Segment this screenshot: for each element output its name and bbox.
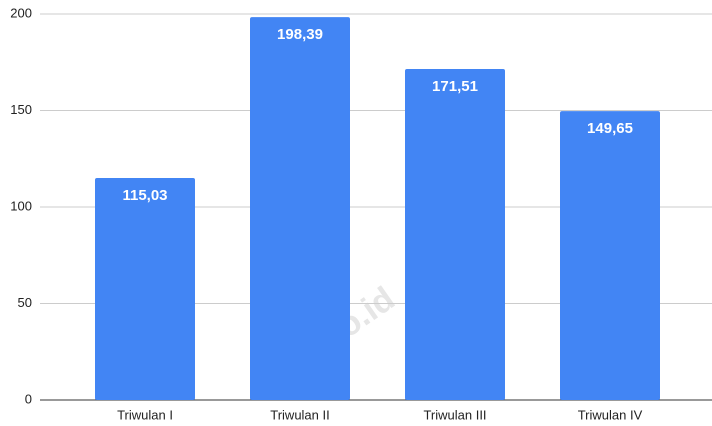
value-label: 149,65 — [587, 120, 633, 137]
bar — [405, 68, 505, 400]
y-tick-label: 200 — [10, 5, 32, 20]
y-tick-label: 100 — [10, 198, 32, 213]
x-tick-label: Triwulan IV — [578, 407, 643, 422]
y-tick-label: 0 — [25, 391, 32, 406]
x-tick-label: Triwulan II — [270, 407, 329, 422]
x-tick-label: Triwulan III — [423, 407, 486, 422]
bar — [250, 17, 350, 400]
x-tick-label: Triwulan I — [117, 407, 173, 422]
bar — [560, 111, 660, 400]
value-label: 171,51 — [432, 78, 478, 95]
value-label: 115,03 — [122, 187, 167, 204]
y-tick-label: 50 — [18, 295, 32, 310]
y-tick-label: 150 — [10, 102, 32, 117]
value-label: 198,39 — [277, 26, 323, 43]
bar — [95, 177, 195, 400]
